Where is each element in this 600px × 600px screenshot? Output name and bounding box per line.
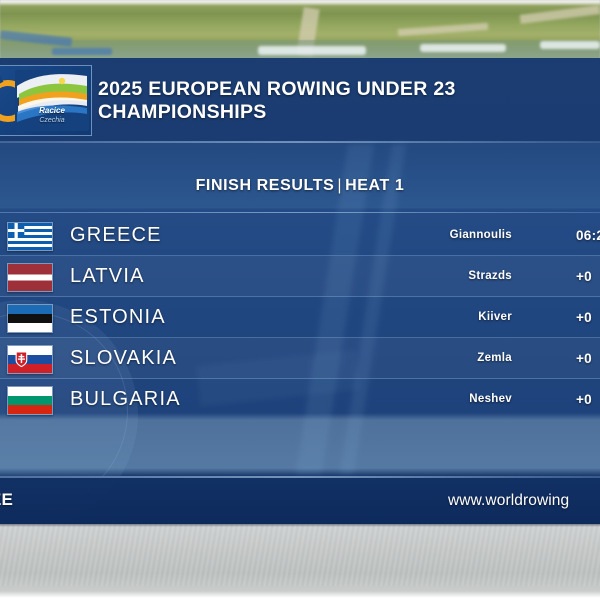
athlete-name: Kiiver — [478, 311, 512, 323]
footer-website[interactable]: www.worldrowing — [448, 492, 570, 509]
venue-background-top — [0, 0, 600, 62]
results-label: FINISH RESULTS — [195, 177, 335, 194]
country-name: BULGARIA — [70, 387, 181, 410]
country-name: GREECE — [70, 223, 162, 246]
logo-venue-country: Czechia — [39, 117, 65, 125]
result-time: 06:2 — [576, 227, 600, 243]
logo-venue-name: Racice Czechia — [15, 106, 89, 125]
logo-venue-city: Racice — [39, 106, 65, 115]
flag-estonia-icon — [7, 304, 53, 333]
heat-label: HEAT 1 — [345, 177, 405, 194]
results-list: GREECE Giannoulis 06:2 LATVIA Strazds +0 — [0, 215, 600, 419]
table-row[interactable]: SLOVAKIA Zemla +0 — [0, 338, 600, 379]
event-title-line2: CHAMPIONSHIPS — [98, 101, 267, 123]
results-heading: FINISH RESULTS | HEAT 1 — [0, 168, 600, 204]
results-separator: | — [337, 177, 343, 194]
header-divider — [0, 141, 600, 143]
flag-slovakia-icon — [7, 345, 53, 374]
country-name: LATVIA — [70, 264, 145, 287]
event-header-band: an wing 23 ships Racice — [0, 58, 600, 143]
result-time: +0 — [576, 309, 592, 325]
table-row[interactable]: BULGARIA Neshev +0 — [0, 379, 600, 419]
panel-drop-shadow — [0, 522, 600, 527]
table-row[interactable]: ESTONIA Kiiver +0 — [0, 297, 600, 338]
result-time: +0 — [576, 391, 592, 407]
event-title-line1: 2025 EUROPEAN ROWING UNDER 23 — [98, 78, 456, 100]
logo-landscape-svg — [15, 70, 89, 131]
table-row[interactable]: LATVIA Strazds +0 — [0, 256, 600, 297]
result-time: +0 — [576, 350, 592, 366]
athlete-name: Strazds — [468, 270, 512, 282]
table-row[interactable]: GREECE Giannoulis 06:2 — [0, 215, 600, 256]
water-background-bottom — [0, 524, 600, 600]
country-name: SLOVAKIA — [70, 346, 178, 369]
flag-latvia-icon — [7, 263, 53, 292]
footer-divider — [0, 476, 600, 478]
result-time: +0 — [576, 268, 592, 284]
results-overlay-panel: an wing 23 ships Racice — [0, 58, 600, 524]
results-heading-divider — [0, 212, 600, 213]
event-title: 2025 EUROPEAN ROWING UNDER 23 CHAMPIONSH… — [98, 78, 528, 124]
logo-landscape-art — [15, 70, 89, 131]
footer-venue: e, CZE — [0, 490, 14, 509]
championship-logo: an wing 23 ships Racice — [0, 65, 92, 136]
flag-bulgaria-icon — [7, 386, 53, 415]
athlete-name: Neshev — [469, 393, 512, 405]
country-name: ESTONIA — [70, 305, 166, 328]
flag-greece-icon — [7, 222, 53, 251]
footer-bar: e, CZE www.worldrowing — [0, 476, 600, 524]
athlete-name: Zemla — [477, 352, 512, 364]
lower-accent-band — [0, 420, 600, 476]
athlete-name: Giannoulis — [449, 229, 512, 241]
